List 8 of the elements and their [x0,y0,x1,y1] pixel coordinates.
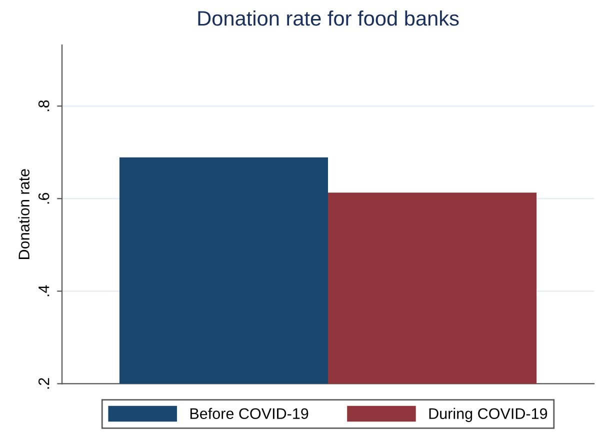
legend-label: Before COVID-19 [190,408,308,420]
chart-title: Donation rate for food banks [198,10,459,26]
y-tick-label: .8 [38,100,50,112]
y-tick-label: .6 [38,192,50,204]
y-tick-label: .2 [38,378,50,389]
y-axis-title: Donation rate [18,169,30,259]
legend-label: During COVID-19 [429,408,548,422]
y-tick-label: .4 [38,285,50,296]
